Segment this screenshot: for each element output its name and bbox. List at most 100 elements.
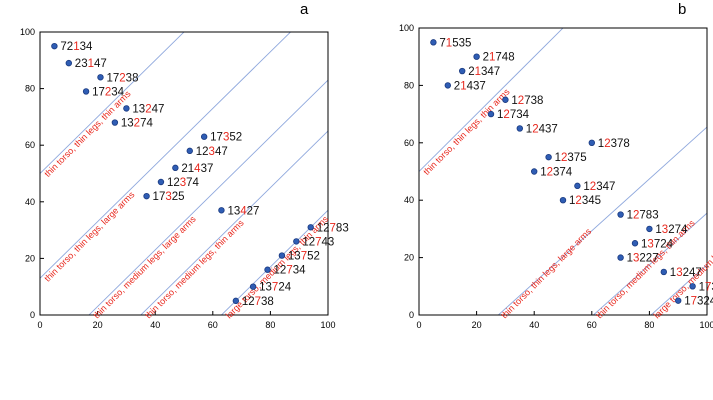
panel-b-xtick-label-60: 60 xyxy=(587,320,597,330)
panel-a-separator-line-4 xyxy=(220,209,328,315)
panel-a-point-label-7: 12347 xyxy=(196,146,228,158)
panel-a-ytick-label-20: 20 xyxy=(25,253,35,263)
panel-a-point-15 xyxy=(264,266,271,273)
panel-a-point-label-17: 12738 xyxy=(242,296,274,308)
panel-b-xtick-label-40: 40 xyxy=(529,320,539,330)
panel-b-point-7 xyxy=(588,139,595,146)
panel-b-point-6 xyxy=(516,125,523,132)
panel-b-point-label-1: 21748 xyxy=(483,52,515,64)
panel-b-point-14 xyxy=(631,240,639,247)
panel-a-point-label-12: 12783 xyxy=(317,222,349,234)
panel-a-point-label-6: 17352 xyxy=(210,132,242,144)
panel-b-point-15 xyxy=(617,254,624,261)
panel-b-point-label-9: 12374 xyxy=(540,167,573,179)
panel-a-xtick-label-20: 20 xyxy=(93,320,103,330)
panel-b-xtick-label-100: 100 xyxy=(699,320,713,330)
panel-b-xtick-label-0: 0 xyxy=(416,320,421,330)
panel-a-ytick-label-80: 80 xyxy=(25,84,35,94)
panel-b-point-18 xyxy=(675,297,682,304)
panel-b-point-label-17: 17342 xyxy=(699,281,713,293)
panel-b-point-label-4: 12738 xyxy=(511,95,543,107)
panel-b-point-label-3: 21437 xyxy=(454,80,486,92)
panel-b-point-0 xyxy=(430,39,437,46)
panel-a: a 0 20 40 60 80 100 0 20 40 60 80 100 thin torso, thi… xyxy=(20,1,349,330)
panel-b-zone-label-1: thin torso, thin legs, large arms xyxy=(499,226,593,320)
panel-b-xtick-label-80: 80 xyxy=(644,320,654,330)
panel-b-point-10 xyxy=(574,182,581,190)
panel-a-separator-line-2 xyxy=(88,79,328,315)
panel-a-point-17 xyxy=(232,297,240,305)
panel-b-separator-line-0 xyxy=(419,28,564,173)
panel-b-point-5 xyxy=(487,110,495,118)
panel-b-point-4 xyxy=(502,96,509,103)
panel-a-separator-line-1 xyxy=(40,32,292,279)
panel-a-point-7 xyxy=(186,147,193,155)
panel-b-separator-line-3 xyxy=(650,264,707,315)
panel-a-point-label-8: 21437 xyxy=(181,163,213,175)
panel-a-point-10 xyxy=(143,192,150,200)
panel-b-point-label-11: 12345 xyxy=(569,195,601,207)
panel-b-point-12 xyxy=(617,211,624,218)
panel-a-point-6 xyxy=(200,133,208,140)
panel-b-point-17 xyxy=(689,283,696,290)
panel-a-point-label-9: 12374 xyxy=(167,177,200,189)
panel-b: b 0 20 40 60 80 100 0 20 40 60 80 100 thin torso, thi… xyxy=(399,1,713,330)
panel-b-point-label-10: 12347 xyxy=(583,181,615,193)
panel-a-point-label-14: 13752 xyxy=(288,251,320,263)
panel-a-zone-label-1: thin torso, thin legs, large arms xyxy=(42,189,136,283)
panel-a-point-label-5: 13274 xyxy=(121,118,154,130)
panel-a-point-label-0: 72134 xyxy=(60,41,93,53)
panel-a-point-label-13: 12743 xyxy=(302,236,334,248)
panel-b-ytick-label-40: 40 xyxy=(404,195,414,205)
panel-b-point-label-7: 12378 xyxy=(598,138,630,150)
panel-b-point-label-6: 12437 xyxy=(526,123,558,135)
panel-b-point-label-15: 13227 xyxy=(627,253,659,265)
panel-b-point-3 xyxy=(444,82,451,89)
panel-b-point-13 xyxy=(646,225,653,233)
panel-a-xtick-label-60: 60 xyxy=(208,320,218,330)
panel-b-letter: b xyxy=(678,1,686,18)
panel-a-point-label-1: 23147 xyxy=(75,58,107,70)
panel-a-point-label-10: 17325 xyxy=(153,191,185,203)
panel-a-zone-label-0: thin torso, thin legs, thin arms xyxy=(42,88,133,179)
panel-a-point-label-11: 13427 xyxy=(227,205,259,217)
panel-a-xtick-label-80: 80 xyxy=(265,320,275,330)
panel-a-ytick-label-0: 0 xyxy=(30,310,35,320)
panel-a-separator-line-3 xyxy=(140,130,328,315)
panel-a-plot-frame xyxy=(39,31,329,316)
panel-a-point-8 xyxy=(172,164,179,172)
panel-b-point-11 xyxy=(559,196,567,204)
panel-a-zone-label-2: thin torso, medium legs, large arms xyxy=(91,214,198,321)
panel-a-xtick-label-0: 0 xyxy=(37,320,42,330)
panel-a-point-4 xyxy=(123,105,130,112)
panel-a-xtick-label-100: 100 xyxy=(320,320,335,330)
panel-b-point-label-8: 12375 xyxy=(555,152,587,164)
panel-a-point-3 xyxy=(82,88,90,95)
panel-a-point-label-2: 17238 xyxy=(106,72,138,84)
panel-b-ytick-label-100: 100 xyxy=(399,23,414,33)
panel-a-point-16 xyxy=(249,283,257,290)
panel-b-point-2 xyxy=(459,67,466,75)
panel-b-point-label-13: 13274 xyxy=(655,224,688,236)
panel-b-ytick-label-60: 60 xyxy=(404,138,414,148)
panel-b-ytick-label-20: 20 xyxy=(404,253,414,263)
panel-a-point-label-4: 13247 xyxy=(132,103,164,115)
panel-a-letter: a xyxy=(300,1,309,18)
panel-a-ytick-label-100: 100 xyxy=(20,27,35,37)
panel-a-ytick-label-40: 40 xyxy=(25,197,35,207)
panel-b-point-1 xyxy=(473,53,480,60)
panel-b-xtick-label-20: 20 xyxy=(472,320,482,330)
panel-a-point-12 xyxy=(307,224,314,231)
panel-a-point-11 xyxy=(218,207,225,214)
panel-b-point-label-0: 71535 xyxy=(439,37,471,49)
panel-b-point-label-5: 12734 xyxy=(497,109,530,121)
panel-b-point-9 xyxy=(531,168,538,175)
panel-a-point-label-15: 12734 xyxy=(274,265,307,277)
panel-b-point-label-2: 21347 xyxy=(468,66,500,78)
panel-b-point-label-12: 12783 xyxy=(627,210,659,222)
panel-a-point-13 xyxy=(293,238,300,245)
panel-b-point-8 xyxy=(545,153,552,161)
panel-b-point-label-16: 13247 xyxy=(670,267,702,279)
panel-b-point-label-14: 13724 xyxy=(641,238,674,250)
